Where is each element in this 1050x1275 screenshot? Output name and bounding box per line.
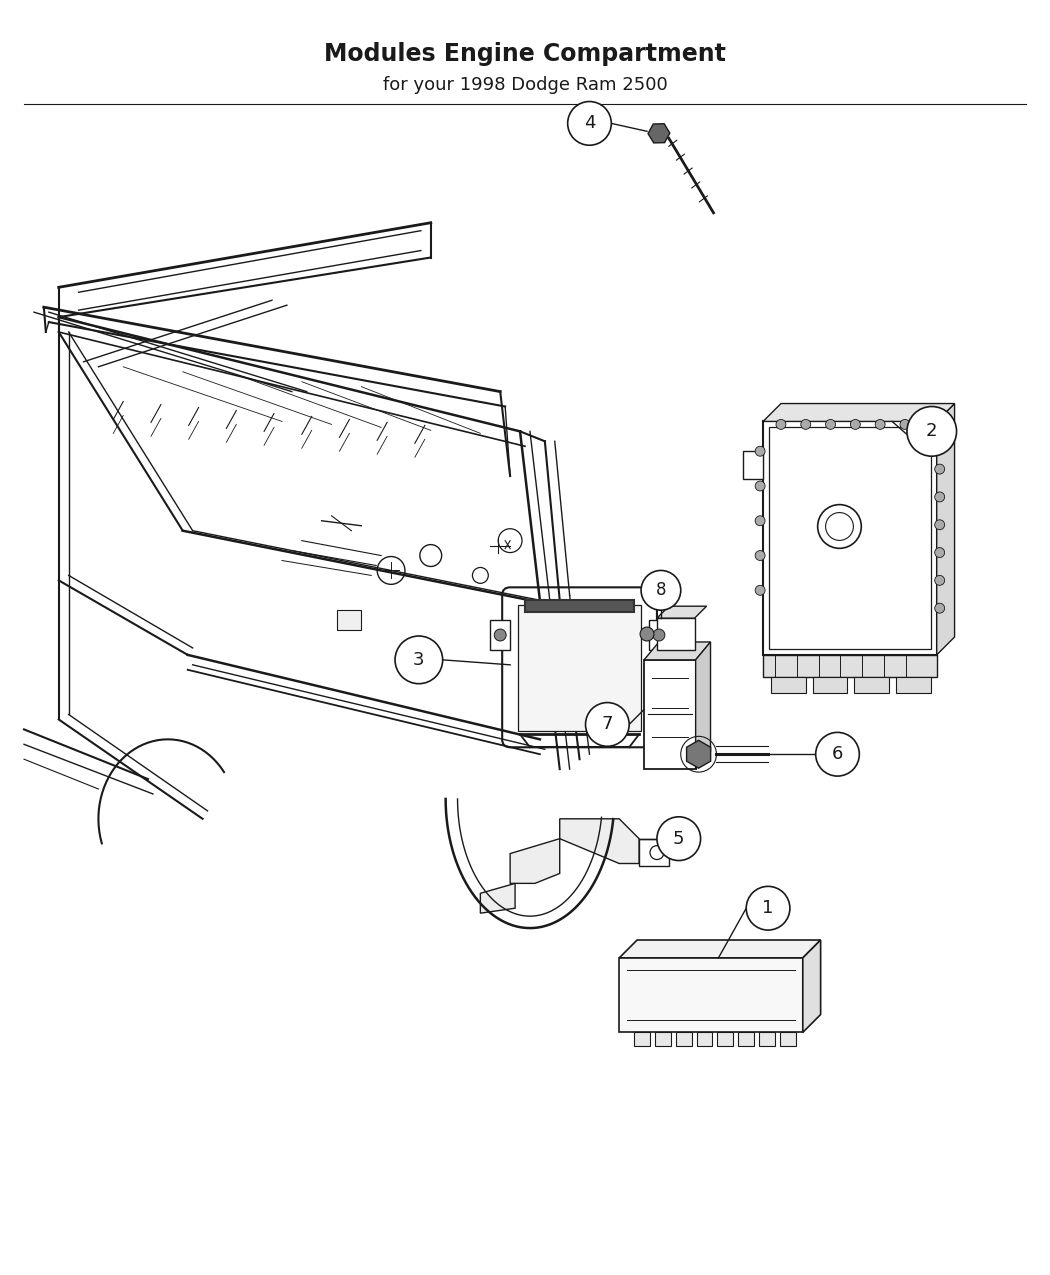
Text: 6: 6 [832,745,843,764]
Bar [855,677,889,692]
Polygon shape [644,643,711,660]
Circle shape [755,551,765,561]
Text: 5: 5 [673,830,685,848]
Circle shape [934,464,945,474]
Circle shape [934,436,945,446]
Circle shape [876,419,885,430]
Text: 7: 7 [602,715,613,733]
Bar [336,611,361,630]
Circle shape [568,102,611,145]
Bar [738,1033,754,1047]
Polygon shape [803,940,821,1033]
Text: 8: 8 [655,581,666,599]
Bar [657,618,695,650]
Text: 3: 3 [413,650,424,669]
Bar [771,677,805,692]
Polygon shape [937,404,954,655]
Text: Modules Engine Compartment: Modules Engine Compartment [324,42,726,66]
Bar [525,601,634,612]
Circle shape [900,419,910,430]
Circle shape [650,845,664,859]
Bar [655,1033,671,1047]
Circle shape [825,419,836,430]
Bar [763,655,937,677]
Circle shape [586,703,629,746]
Polygon shape [510,839,560,884]
Circle shape [495,629,506,641]
Bar [639,839,669,867]
Text: 2: 2 [926,422,938,440]
Polygon shape [480,884,516,913]
Bar [696,1033,713,1047]
Circle shape [801,419,811,430]
Circle shape [640,627,654,641]
Polygon shape [763,404,954,422]
Text: 1: 1 [762,899,774,917]
FancyBboxPatch shape [518,606,642,732]
Bar [763,422,937,655]
Circle shape [755,481,765,491]
Bar [676,1033,692,1047]
Circle shape [934,547,945,557]
Circle shape [657,817,700,861]
Circle shape [747,886,790,929]
Circle shape [755,446,765,456]
Polygon shape [620,940,821,958]
Bar [644,660,696,769]
Bar [634,1033,650,1047]
Bar [490,620,510,650]
FancyBboxPatch shape [502,588,657,747]
Circle shape [653,629,665,641]
Circle shape [816,732,859,776]
Circle shape [934,603,945,613]
Bar [743,451,763,479]
Polygon shape [560,819,639,863]
Circle shape [934,575,945,585]
Polygon shape [657,606,707,618]
Circle shape [934,520,945,529]
Circle shape [642,570,680,611]
Bar [813,677,847,692]
Bar [896,677,930,692]
Bar [769,427,930,649]
Circle shape [755,585,765,595]
Text: for your 1998 Dodge Ram 2500: for your 1998 Dodge Ram 2500 [382,75,668,93]
Circle shape [850,419,860,430]
Circle shape [934,492,945,502]
Bar [780,1033,796,1047]
Bar [759,1033,775,1047]
Circle shape [395,636,443,683]
Circle shape [907,407,957,456]
Text: 4: 4 [584,115,595,133]
Bar [649,620,669,650]
Bar [717,1033,733,1047]
Polygon shape [696,643,711,769]
Bar [620,958,803,1033]
Circle shape [755,516,765,525]
Circle shape [776,419,785,430]
